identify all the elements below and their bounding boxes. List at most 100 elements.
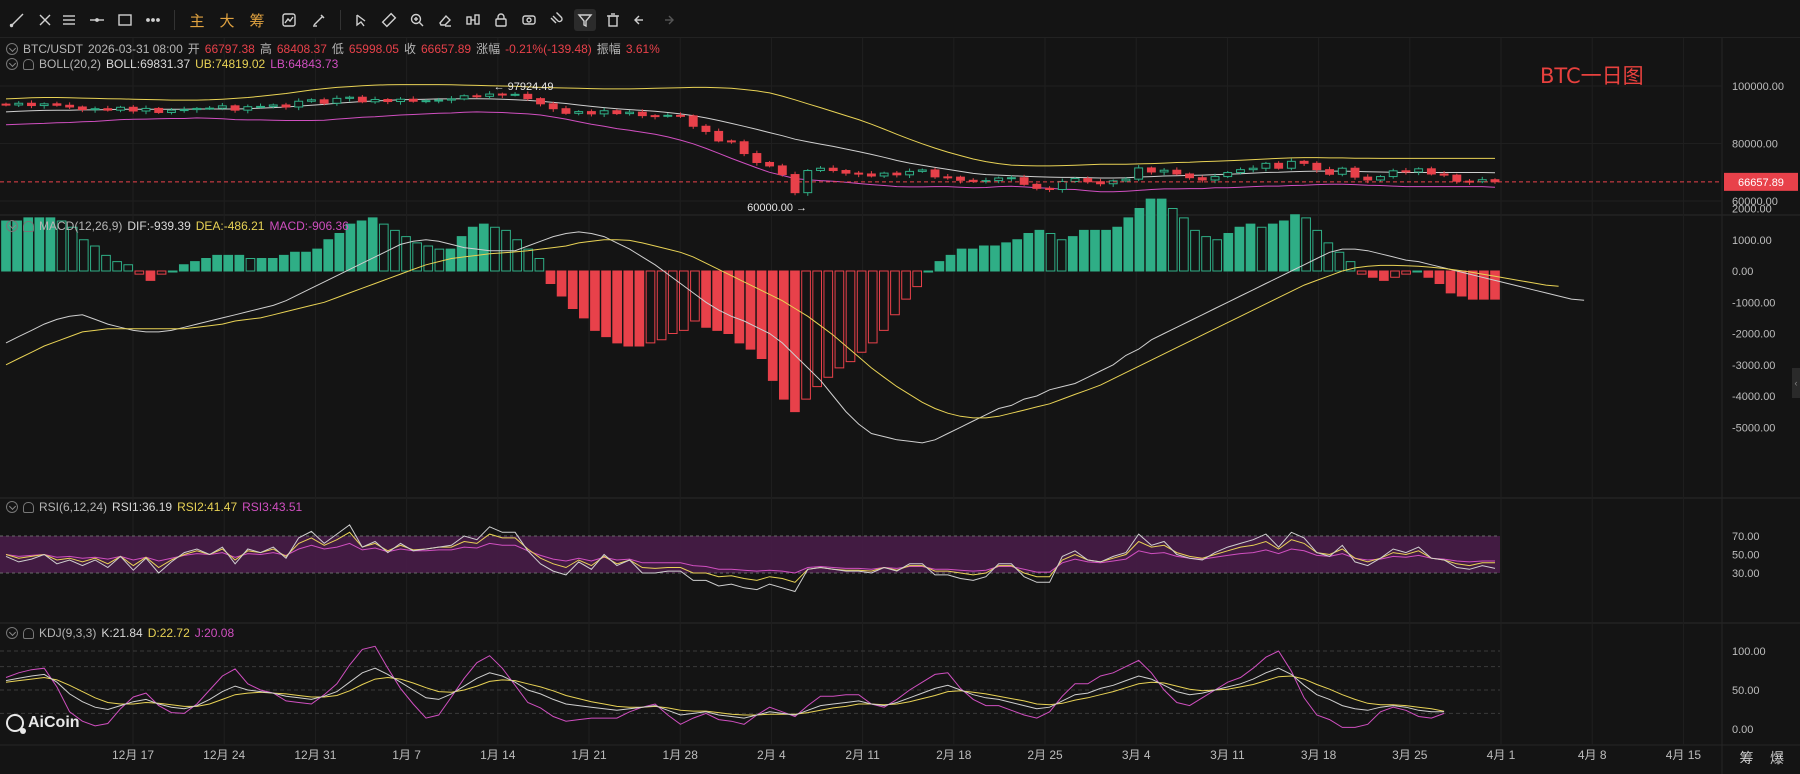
collapse-icon[interactable] bbox=[6, 58, 18, 70]
y-tick-label: -4000.00 bbox=[1732, 391, 1775, 403]
collapse-icon[interactable] bbox=[6, 501, 18, 513]
expand-panel-icon[interactable]: ‹ bbox=[1792, 368, 1800, 398]
y-tick-label: 50.00 bbox=[1732, 685, 1760, 697]
macd-histogram-bar bbox=[879, 270, 889, 331]
macd-histogram-bar bbox=[223, 254, 234, 272]
boll-mid-line bbox=[5, 98, 1496, 179]
filter-icon[interactable] bbox=[574, 9, 596, 31]
candle-body bbox=[765, 161, 775, 167]
collapse-icon[interactable] bbox=[6, 42, 18, 55]
candle-body bbox=[370, 99, 380, 103]
macd-histogram-bar bbox=[1101, 229, 1111, 272]
rectangle-icon[interactable] bbox=[114, 9, 136, 31]
candle-body bbox=[166, 109, 176, 113]
collapse-icon[interactable] bbox=[6, 220, 18, 232]
candle-body bbox=[536, 98, 545, 105]
boll-lower-line bbox=[5, 111, 1496, 193]
macd-histogram-bar bbox=[967, 248, 978, 272]
macd-dea-line bbox=[5, 239, 1559, 419]
compare-icon[interactable] bbox=[462, 9, 484, 31]
macd-histogram-bar bbox=[1223, 233, 1234, 272]
candle-body bbox=[777, 165, 787, 176]
macd-histogram-bar bbox=[434, 248, 445, 272]
candle-body bbox=[1172, 169, 1182, 175]
macd-histogram-bar bbox=[1445, 270, 1456, 294]
macd-histogram-bar bbox=[1056, 239, 1067, 272]
x-tick-label: 12月 24 bbox=[203, 748, 245, 762]
zoom-icon[interactable] bbox=[406, 9, 428, 31]
macd-histogram-bar bbox=[1467, 270, 1478, 300]
macd-histogram-bar bbox=[667, 270, 678, 334]
corner-tools[interactable]: 筹 爆 bbox=[1739, 751, 1790, 767]
redo-icon[interactable] bbox=[656, 9, 678, 31]
macd-histogram-bar bbox=[867, 270, 878, 344]
chart-canvas[interactable]: 12月 17 12月 24 12月 31 1月 7 1月 14 1月 21 1月 28 2月 … bbox=[0, 38, 1800, 774]
macd-histogram-bar bbox=[756, 270, 767, 359]
magnet-icon[interactable] bbox=[546, 9, 568, 31]
candle-body bbox=[1223, 172, 1233, 178]
brush-icon[interactable] bbox=[308, 9, 330, 31]
candle-body bbox=[116, 106, 125, 111]
candle-body bbox=[1350, 167, 1360, 178]
candle-body bbox=[14, 102, 24, 106]
d-value: D:22.72 bbox=[147, 626, 190, 640]
candle-body bbox=[485, 93, 495, 97]
candle-body bbox=[103, 108, 113, 111]
rsi2-value: RSI2:41.47 bbox=[177, 500, 238, 514]
x-tick-label: 3月 25 bbox=[1392, 748, 1428, 762]
x-tick-label: 4月 1 bbox=[1487, 748, 1516, 762]
macd-label: MACD(12,26,9) bbox=[39, 219, 123, 233]
macd-histogram-bar bbox=[1456, 270, 1467, 297]
chip-button[interactable]: 筹 bbox=[249, 11, 265, 30]
macd-histogram-bar bbox=[923, 270, 934, 273]
main-force-button[interactable]: 主 bbox=[189, 11, 205, 30]
macd-histogram-bar bbox=[578, 270, 589, 319]
candle-body bbox=[205, 107, 215, 110]
lock-icon[interactable] bbox=[490, 9, 512, 31]
macd-histogram-bar bbox=[1245, 223, 1256, 272]
large-order-button[interactable]: 大 bbox=[219, 11, 235, 30]
macd-histogram-bar bbox=[1334, 251, 1345, 272]
macd-histogram-bar bbox=[445, 248, 456, 272]
macd-histogram-bar bbox=[690, 270, 700, 322]
candle-body bbox=[828, 167, 838, 172]
visibility-icon[interactable] bbox=[518, 9, 540, 31]
alert-icon[interactable] bbox=[23, 220, 34, 232]
eraser-icon[interactable] bbox=[434, 9, 456, 31]
crosshair-icon[interactable] bbox=[34, 9, 56, 31]
price-legend: BTC/USDT 2026-03-31 08:00 开 66797.38 高 684… bbox=[6, 40, 660, 57]
close-value: 66657.89 bbox=[421, 41, 472, 56]
alert-icon[interactable] bbox=[23, 501, 34, 513]
macd-histogram-bar bbox=[567, 270, 578, 309]
y-tick-label: 0.00 bbox=[1732, 266, 1753, 278]
trend-line-icon[interactable] bbox=[6, 9, 28, 31]
macd-histogram-bar bbox=[67, 226, 78, 272]
trash-icon[interactable] bbox=[602, 9, 624, 31]
candle-body bbox=[345, 96, 355, 99]
y-tick-label: 50.00 bbox=[1732, 550, 1760, 562]
select-icon[interactable] bbox=[350, 9, 372, 31]
y-tick-label: 2000.00 bbox=[1732, 204, 1772, 216]
parallel-lines-icon[interactable] bbox=[58, 9, 80, 31]
macd-histogram-bar bbox=[90, 245, 100, 272]
candle-body bbox=[1032, 183, 1042, 189]
candle-body bbox=[510, 93, 520, 96]
alert-icon[interactable] bbox=[23, 58, 34, 70]
undo-icon[interactable] bbox=[630, 9, 652, 31]
macd-histogram-bar bbox=[812, 270, 823, 388]
candle-body bbox=[917, 169, 927, 172]
high-label: 高 bbox=[259, 42, 272, 56]
alert-icon[interactable] bbox=[23, 627, 34, 639]
candle-body bbox=[930, 169, 940, 178]
chart-annotation-text[interactable]: BTC一日图 bbox=[1540, 64, 1644, 88]
macd-histogram-bar bbox=[1301, 217, 1311, 272]
horizontal-line-icon[interactable] bbox=[86, 9, 108, 31]
more-dots-icon[interactable] bbox=[142, 9, 164, 31]
indicator-icon[interactable] bbox=[278, 9, 300, 31]
open-value: 66797.38 bbox=[204, 41, 255, 56]
macd-histogram-bar bbox=[1490, 270, 1500, 300]
collapse-icon[interactable] bbox=[6, 627, 18, 639]
candle-body bbox=[523, 93, 533, 100]
change-label: 涨幅 bbox=[476, 42, 501, 56]
ruler-icon[interactable] bbox=[378, 9, 400, 31]
